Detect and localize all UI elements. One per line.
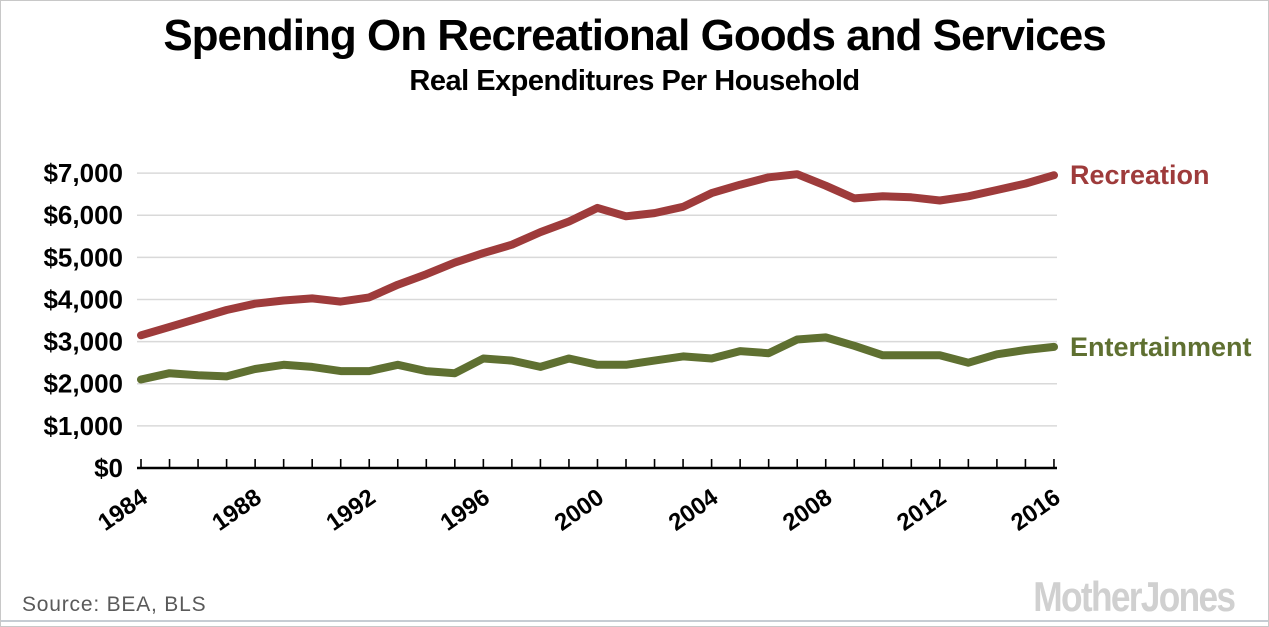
- y-axis-tick-label: $3,000: [43, 327, 123, 357]
- series-label-entertainment: Entertainment: [1070, 332, 1252, 362]
- x-axis-tick-label: 2012: [892, 484, 951, 537]
- chart-title: Spending On Recreational Goods and Servi…: [163, 11, 1106, 60]
- x-axis-tick-label: 1984: [93, 483, 153, 536]
- y-axis-tick-label: $4,000: [43, 284, 123, 314]
- y-axis-tick-label: $1,000: [43, 411, 123, 441]
- x-axis-tick-label: 2000: [550, 484, 609, 537]
- x-axis-tick-label: 2016: [1006, 484, 1065, 537]
- x-axis-tick-label: 1996: [436, 484, 495, 537]
- x-axis-tick-label: 1992: [321, 484, 380, 537]
- y-axis-tick-label: $6,000: [43, 200, 123, 230]
- mother-jones-logo: MotherJones: [1032, 573, 1236, 620]
- series-line-recreation: [137, 170, 1058, 340]
- source-text: Source: BEA, BLS: [22, 593, 207, 616]
- series-label-recreation: Recreation: [1070, 160, 1210, 190]
- y-axis-tick-label: $7,000: [43, 158, 123, 188]
- bottom-divider: [1, 620, 1268, 622]
- x-axis-tick-label: 2004: [664, 483, 724, 536]
- line-chart: $0 $1,000 $2,000 $3,000 $4,000 $5,000 $6,000 $7…: [43, 158, 1252, 537]
- chart-subtitle: Real Expenditures Per Household: [409, 65, 860, 97]
- y-axis-tick-label: $0: [94, 453, 123, 483]
- y-axis-tick-label: $2,000: [43, 369, 123, 399]
- y-axis-tick-label: $5,000: [43, 242, 123, 272]
- series-line-entertainment: [137, 333, 1058, 384]
- x-axis-tick-label: 1988: [207, 484, 266, 537]
- x-axis-tick-label: 2008: [778, 484, 837, 537]
